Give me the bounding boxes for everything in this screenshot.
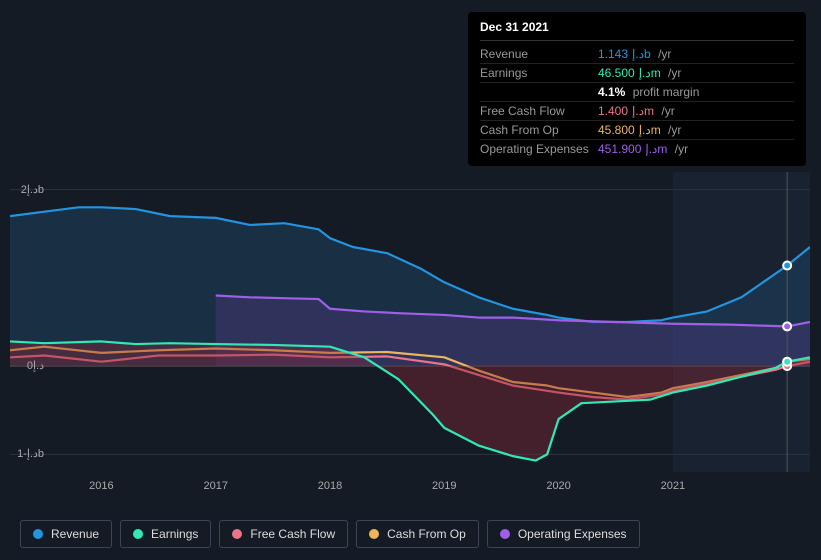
tooltip-row: Earnings46.500 د.إm /yr bbox=[480, 64, 794, 83]
tooltip-row: Operating Expenses451.900 د.إm /yr bbox=[480, 140, 794, 158]
tooltip-label: Free Cash Flow bbox=[480, 104, 598, 118]
tooltip-per: /yr bbox=[671, 142, 688, 156]
tooltip-subrow: 4.1% profit margin bbox=[480, 83, 794, 102]
tooltip-label: Operating Expenses bbox=[480, 142, 598, 156]
legend-swatch bbox=[232, 529, 242, 539]
tooltip-per: /yr bbox=[665, 66, 682, 80]
tooltip-per: /yr bbox=[658, 104, 675, 118]
legend-label: Earnings bbox=[151, 527, 198, 541]
x-axis-label: 2017 bbox=[203, 480, 227, 492]
legend-label: Revenue bbox=[51, 527, 99, 541]
chart-area[interactable]: د.إ2b د.إ0 د.إ-1b 2016 2017 2018 2019 2020 2021 bbox=[10, 150, 810, 500]
legend-label: Cash From Op bbox=[387, 527, 466, 541]
x-axis-label: 2020 bbox=[546, 480, 570, 492]
tooltip-value: 451.900 bbox=[598, 142, 641, 156]
legend-item[interactable]: Operating Expenses bbox=[487, 520, 640, 548]
tooltip-unit: د.إm bbox=[645, 142, 667, 156]
tooltip-unit: د.إm bbox=[639, 123, 661, 137]
legend-swatch bbox=[33, 529, 43, 539]
tooltip-value: 45.800 bbox=[598, 123, 635, 137]
tooltip-label: Earnings bbox=[480, 66, 598, 80]
y-axis-label: د.إ2b bbox=[10, 183, 44, 196]
legend: Revenue Earnings Free Cash Flow Cash From O… bbox=[20, 520, 640, 548]
tooltip-unit: د.إb bbox=[632, 47, 651, 61]
tooltip-value: 1.143 bbox=[598, 47, 628, 61]
legend-swatch bbox=[500, 529, 510, 539]
legend-label: Free Cash Flow bbox=[250, 527, 335, 541]
tooltip-label: Revenue bbox=[480, 47, 598, 61]
tooltip-unit: د.إm bbox=[632, 104, 654, 118]
x-axis-label: 2019 bbox=[432, 480, 456, 492]
tooltip-value: 46.500 bbox=[598, 66, 635, 80]
x-axis-label: 2018 bbox=[318, 480, 342, 492]
tooltip-value: 1.400 bbox=[598, 104, 628, 118]
x-axis-label: 2016 bbox=[89, 480, 113, 492]
legend-item[interactable]: Cash From Op bbox=[356, 520, 479, 548]
legend-label: Operating Expenses bbox=[518, 527, 627, 541]
legend-item[interactable]: Revenue bbox=[20, 520, 112, 548]
x-axis-label: 2021 bbox=[661, 480, 685, 492]
y-axis-label: د.إ-1b bbox=[10, 447, 44, 460]
tooltip-row: Revenue1.143 د.إb /yr bbox=[480, 45, 794, 64]
tooltip-row: Free Cash Flow1.400 د.إm /yr bbox=[480, 102, 794, 121]
data-tooltip: Dec 31 2021 Revenue1.143د.إb /yrEarnings… bbox=[468, 12, 806, 166]
legend-item[interactable]: Free Cash Flow bbox=[219, 520, 348, 548]
tooltip-label: Cash From Op bbox=[480, 123, 598, 137]
chart-svg bbox=[10, 172, 810, 472]
legend-swatch bbox=[133, 529, 143, 539]
tooltip-unit: د.إm bbox=[639, 66, 661, 80]
legend-item[interactable]: Earnings bbox=[120, 520, 211, 548]
tooltip-row: Cash From Op45.800 د.إm /yr bbox=[480, 121, 794, 140]
y-axis-label: د.إ0 bbox=[10, 359, 44, 372]
tooltip-date: Dec 31 2021 bbox=[480, 20, 794, 41]
tooltip-per: /yr bbox=[655, 47, 672, 61]
legend-swatch bbox=[369, 529, 379, 539]
tooltip-per: /yr bbox=[665, 123, 682, 137]
